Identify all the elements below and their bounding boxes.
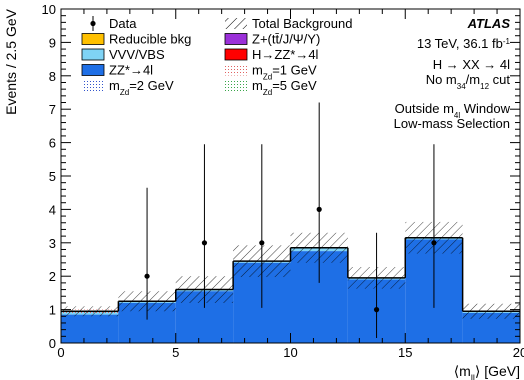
legend-item: Data (90, 16, 137, 31)
legend-label-text: m (109, 78, 120, 93)
x-axis-label-main: ⟨m (454, 363, 471, 379)
data-point (144, 273, 150, 279)
x-tick-label: 15 (398, 345, 412, 360)
legend-label: mZd=2 GeV (109, 78, 174, 97)
bar-zz (61, 314, 119, 343)
cut-mid: /m (466, 72, 480, 87)
annotations: ATLAS 13 TeV, 36.1 fb-1 H → XX → 4l No m… (394, 16, 511, 131)
energy-lumi-label: 13 TeV, 36.1 fb-1 (417, 36, 511, 51)
y-tick-label: 1 (49, 303, 56, 318)
legend-label-suffix: =2 GeV (129, 78, 174, 93)
legend-swatch (81, 64, 105, 76)
cut-label: No m34/m12 cut (426, 72, 511, 91)
legend-item: Z+(tt̄/J/Ψ/Υ) (224, 32, 320, 47)
region-suffix: Window (460, 101, 510, 116)
data-point (259, 240, 265, 246)
legend-label: mZd=1 GeV (252, 63, 317, 82)
legend-item: VVV/VBS (81, 47, 165, 62)
legend-data-marker (90, 20, 96, 27)
y-tick-label: 8 (49, 69, 56, 84)
y-tick-label: 2 (49, 269, 56, 284)
y-tick-label: 10 (42, 2, 56, 17)
data-point (373, 307, 380, 313)
legend-swatch (81, 48, 105, 61)
x-tick-label: 10 (283, 345, 297, 360)
x-tick-label: 5 (172, 345, 179, 360)
x-axis-label: ⟨mll⟩ [GeV] (454, 363, 520, 380)
region-sub: 4l (454, 111, 460, 120)
data-point (201, 240, 208, 246)
y-tick-label: 6 (49, 136, 56, 151)
energy-lumi-sup: -1 (503, 37, 511, 46)
x-axis-label-unit: ⟩ [GeV] (475, 363, 520, 379)
legend-item: H→ZZ*→4l (224, 47, 319, 62)
energy-lumi-text: 13 TeV, 36.1 fb (417, 36, 503, 51)
legend-label: H→ZZ*→4l (252, 47, 319, 62)
region-prefix: Outside m (395, 101, 454, 116)
cut-sub2: 12 (480, 82, 489, 91)
legend-label: Total Background (252, 16, 352, 31)
experiment-label: ATLAS (467, 16, 511, 31)
legend-item: mZd=1 GeV (225, 63, 317, 82)
legend-item: ZZ*→4l (81, 63, 153, 78)
legend-label-text: Data (109, 16, 137, 31)
uncertainty-band (61, 306, 119, 317)
x-axis-label-sub: ll (471, 373, 475, 380)
legend-label-text: ZZ*→4l (109, 63, 153, 78)
x-tick-label: 0 (57, 345, 64, 360)
y-tick-label: 7 (49, 102, 56, 117)
legend-label: ZZ*→4l (109, 63, 153, 78)
legend-swatch (224, 33, 248, 45)
x-tick-label: 20 (513, 345, 524, 360)
legend-hatch-swatch (225, 18, 247, 29)
legend-dots-swatch (82, 80, 104, 91)
selection-label: Low-mass Selection (394, 116, 510, 131)
legend-item: mZd=2 GeV (82, 78, 174, 97)
cut-suffix: cut (489, 72, 510, 87)
legend-item: Total Background (225, 16, 352, 31)
legend-dots-swatch (225, 80, 247, 91)
data-point (431, 240, 437, 246)
y-tick-label: 3 (49, 236, 56, 251)
legend-swatch (224, 48, 248, 61)
legend-label-sub: Zd (263, 72, 272, 81)
legend-swatch (81, 33, 105, 45)
y-tick-label: 5 (49, 169, 56, 184)
process-label: H → XX → 4l (433, 57, 510, 72)
legend-item: mZd=5 GeV (225, 78, 317, 97)
legend-label: Data (109, 16, 137, 31)
legend-label-text: VVV/VBS (109, 47, 165, 62)
y-tick-label: 0 (49, 336, 56, 351)
legend-label-text: Z+(tt̄/J/Ψ/Υ) (252, 32, 320, 47)
data-points (144, 102, 437, 338)
uncertainty-band (462, 303, 520, 319)
legend-label-text: m (252, 63, 263, 78)
cut-sub1: 34 (457, 82, 466, 91)
legend-label-suffix: =1 GeV (272, 63, 317, 78)
y-tick-label: 9 (49, 35, 56, 50)
data-point (316, 206, 322, 212)
legend-label-sub: Zd (120, 88, 129, 97)
legend-label: Reducible bkg (109, 32, 191, 47)
legend-label-text: m (252, 78, 263, 93)
legend-label-text: H→ZZ*→4l (252, 47, 319, 62)
y-axis-label: Events / 2.5 GeV (3, 8, 19, 114)
legend-label-text: Reducible bkg (109, 32, 191, 47)
legend-label-text: Total Background (252, 16, 352, 31)
legend-dots-swatch (225, 64, 247, 76)
legend-label: Z+(tt̄/J/Ψ/Υ) (252, 32, 320, 47)
cut-prefix: No m (426, 72, 457, 87)
region-label: Outside m4l Window (395, 101, 511, 120)
legend-label: mZd=5 GeV (252, 78, 317, 97)
y-tick-label: 4 (49, 202, 56, 217)
legend-label-suffix: =5 GeV (272, 78, 317, 93)
legend-item: Reducible bkg (81, 32, 191, 47)
legend-label: VVV/VBS (109, 47, 165, 62)
legend-label-sub: Zd (263, 88, 272, 97)
